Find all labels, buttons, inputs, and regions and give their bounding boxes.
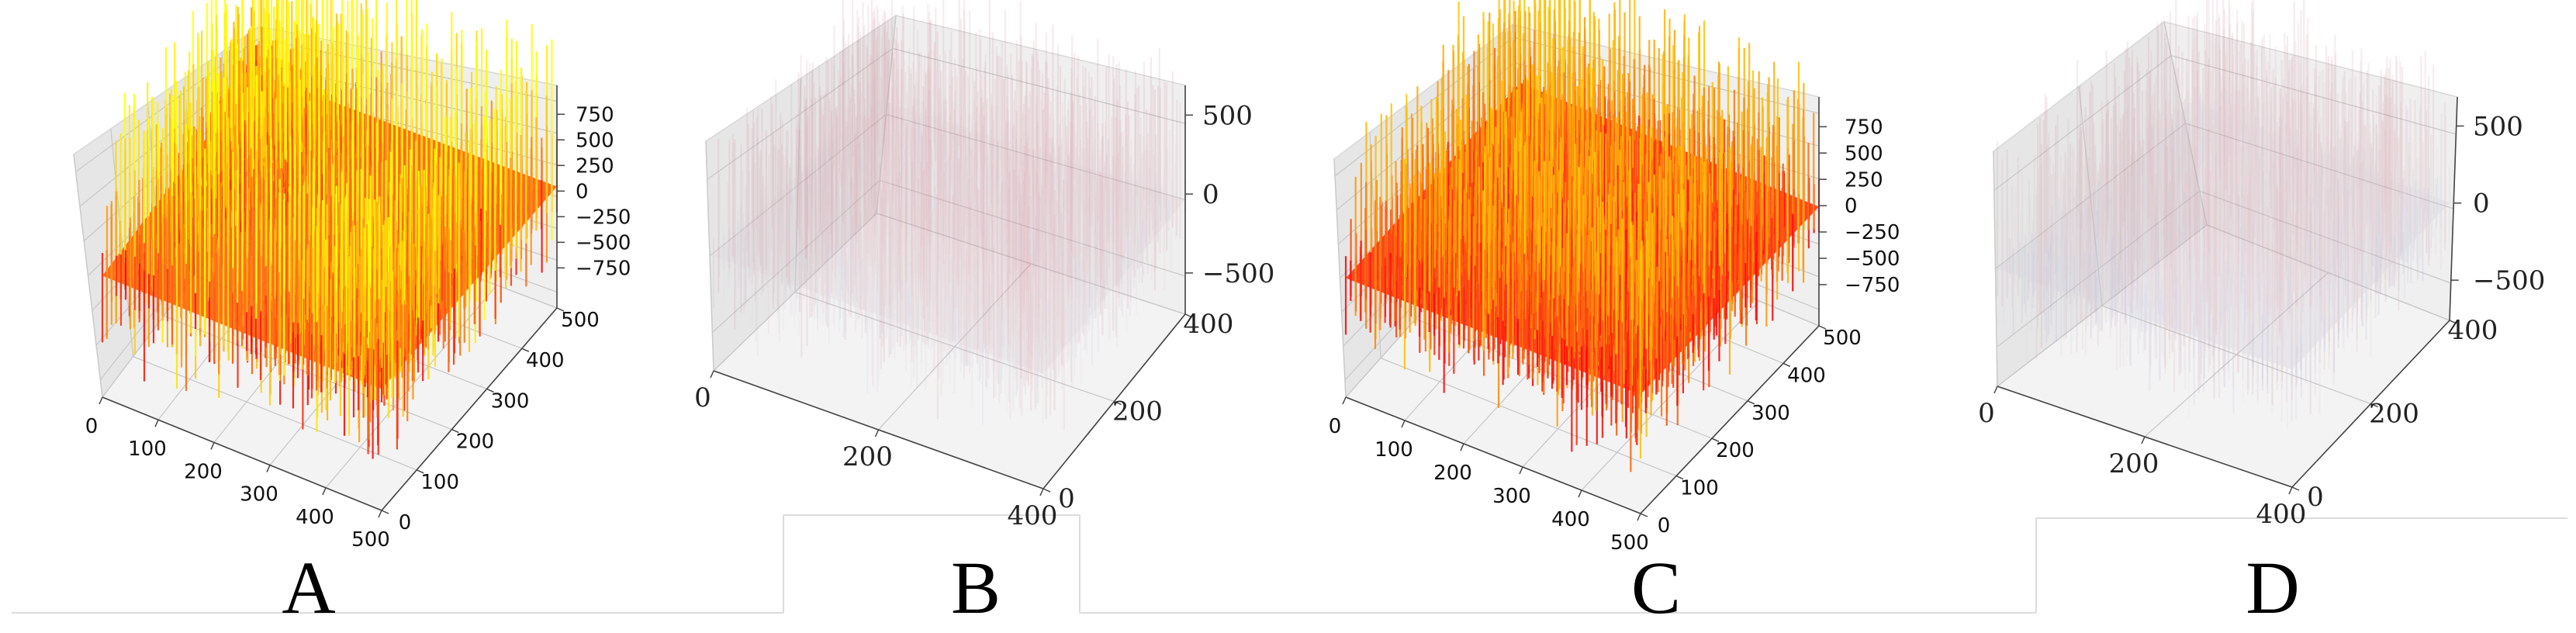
y-tick-mark [486, 388, 494, 393]
y-tick-label: 400 [526, 349, 565, 372]
y-tick-label: 200 [456, 431, 495, 454]
y-tick-mark [416, 469, 424, 474]
y-tick-mark [451, 428, 459, 434]
x-tick-label: 100 [128, 438, 167, 461]
x-tick-label: 400 [296, 506, 334, 529]
y-tick-mark [1114, 400, 1122, 406]
axis-lines [102, 85, 558, 511]
x-tick-label: 400 [1008, 500, 1058, 531]
x-tick-label: 200 [842, 441, 893, 472]
y-tick-mark [381, 510, 389, 514]
panel-separators [12, 514, 2567, 614]
x-tick-mark [210, 442, 215, 450]
grid-line [711, 179, 1186, 334]
grid-line [876, 213, 1186, 315]
y-tick-mark [521, 348, 530, 352]
z-tick-label: −250 [576, 206, 631, 229]
panel-c-surface-plot: 0100200300400500010020030040050075050025… [1329, 0, 1900, 555]
y-tick-mark [556, 307, 565, 312]
x-tick-mark [154, 419, 159, 427]
z-tick-label: 0 [576, 180, 589, 203]
grid-line [709, 113, 1186, 257]
y-tick-label: 0 [399, 511, 412, 534]
y-tick-label: 200 [1112, 396, 1163, 427]
panel-a-surface-plot: 0100200300400500010020030040050075050025… [73, 0, 631, 552]
y-tick-mark [1184, 313, 1193, 318]
z-tick-label: −750 [576, 257, 631, 280]
y-tick-label: 0 [1058, 483, 1075, 514]
x-tick-label: 0 [85, 415, 99, 438]
x-tick-mark [266, 465, 271, 472]
y-tick-mark [1043, 488, 1051, 493]
y-tick-label: 100 [420, 471, 459, 494]
surface-spikes [712, 0, 1187, 431]
surface-spikes [1344, 0, 1820, 472]
grid-line [1380, 357, 1677, 477]
grid-line [707, 47, 1186, 180]
y-axis-line [381, 307, 558, 511]
x-axis-line [102, 396, 382, 511]
z-tick-label: 0 [1202, 179, 1219, 210]
x-tick-mark [322, 487, 327, 496]
x-tick-mark [99, 396, 103, 405]
y-tick-label: 300 [491, 389, 530, 413]
grid-line [133, 355, 417, 471]
x-tick-label: 200 [184, 460, 223, 483]
y-tick-label: 500 [561, 309, 600, 332]
z-tick-label: 250 [576, 154, 614, 178]
z-tick-label: −500 [1202, 258, 1274, 289]
surface-spikes [101, 0, 558, 459]
surface-sheet [714, 99, 1185, 374]
x-tick-label: 0 [694, 382, 711, 413]
z-tick-label: 750 [576, 103, 614, 126]
z-tick-label: 500 [576, 129, 614, 152]
x-tick-mark [378, 510, 382, 518]
z-tick-label: −500 [576, 231, 631, 254]
y-tick-label: 400 [1184, 309, 1234, 340]
x-tick-label: 300 [240, 483, 278, 507]
x-tick-mark [874, 429, 880, 438]
x-tick-label: 500 [351, 528, 390, 552]
grid-line [325, 285, 497, 489]
z-tick-label: 500 [1202, 100, 1253, 131]
x-tick-mark [1039, 488, 1044, 496]
grid-line [794, 291, 1115, 403]
x-tick-mark [710, 370, 714, 379]
